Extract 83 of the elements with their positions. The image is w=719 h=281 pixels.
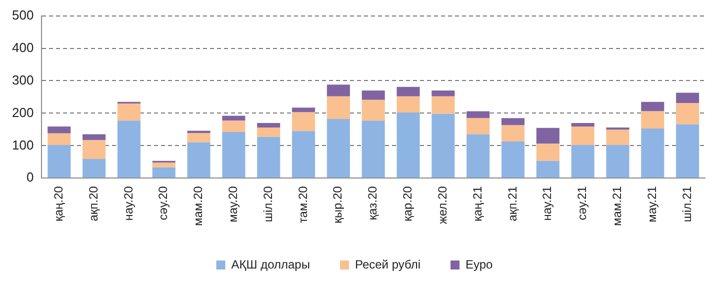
x-tick-label: қыр.20 — [330, 186, 345, 224]
bar — [222, 116, 246, 121]
x-tick-label: мау.20 — [226, 186, 240, 222]
bar — [536, 144, 560, 161]
x-tick-label: сәу.21 — [575, 186, 590, 220]
y-tick-label: 100 — [12, 137, 34, 152]
bar — [257, 122, 280, 128]
x-tick-label: шіл.20 — [260, 186, 275, 222]
bar — [432, 96, 455, 114]
legend-label: Еуро — [466, 257, 494, 272]
bar — [606, 145, 630, 178]
x-tick-label: қаң.20 — [51, 186, 66, 222]
x-tick-label: ақп.20 — [86, 186, 100, 222]
bar — [396, 112, 420, 178]
bar — [396, 86, 420, 96]
x-tick-label: там.20 — [296, 186, 310, 224]
bar — [501, 141, 525, 178]
bar — [571, 122, 594, 127]
y-tick-label: 500 — [12, 7, 34, 22]
bar — [501, 118, 525, 126]
x-tick-label: қаң.21 — [470, 186, 484, 222]
legend-label: Ресей рублі — [354, 257, 421, 272]
bar — [292, 108, 316, 112]
bar — [501, 125, 525, 142]
bar — [257, 127, 280, 137]
bar — [641, 111, 664, 128]
bar — [326, 84, 350, 96]
y-tick-label: 300 — [12, 72, 34, 88]
bar — [362, 100, 385, 121]
bar — [606, 130, 630, 146]
x-tick-label: қаз.20 — [366, 186, 380, 220]
bar — [362, 90, 385, 100]
bar — [152, 167, 176, 178]
x-tick-label: шіл.21 — [680, 186, 694, 222]
bar — [48, 126, 71, 134]
bar — [571, 145, 594, 178]
bar — [257, 136, 280, 178]
bar — [117, 103, 140, 121]
bar — [82, 140, 106, 159]
y-tick-label: 200 — [12, 104, 34, 120]
x-tick-label: қар.20 — [400, 186, 415, 222]
bar — [641, 128, 664, 178]
bar — [292, 112, 316, 132]
bar — [466, 111, 490, 118]
bar — [222, 120, 246, 132]
bar — [187, 133, 210, 142]
x-tick-label: мам.20 — [191, 186, 206, 226]
bar — [571, 126, 594, 146]
y-tick-label: 0 — [26, 170, 34, 185]
bar — [82, 134, 106, 140]
x-tick-label: ақп.21 — [505, 186, 520, 222]
bar — [326, 96, 350, 120]
bar — [466, 118, 490, 134]
bar — [676, 124, 700, 178]
bar — [48, 145, 71, 178]
bar — [292, 131, 316, 178]
bar — [536, 128, 560, 144]
bar — [48, 133, 71, 146]
bar — [536, 160, 560, 178]
y-tick-label: 400 — [12, 40, 34, 55]
bar — [187, 130, 210, 134]
legend-label: АҚШ доллары — [231, 257, 310, 272]
bar — [396, 96, 420, 113]
x-tick-label: сәу.20 — [156, 186, 170, 220]
bar — [466, 134, 490, 178]
x-tick-label: нау.21 — [540, 186, 554, 221]
x-tick-label: мам.21 — [610, 186, 624, 226]
x-tick-label: мау.21 — [644, 186, 659, 222]
bar — [117, 120, 140, 178]
x-tick-label: жел.20 — [435, 186, 450, 224]
bar — [152, 162, 176, 168]
x-tick-label: нау.20 — [121, 186, 136, 221]
bar — [82, 158, 106, 178]
bar — [676, 103, 700, 124]
bar — [676, 92, 700, 104]
bar — [641, 102, 664, 112]
bar — [606, 127, 630, 130]
bar — [187, 142, 210, 178]
bar — [432, 90, 455, 96]
bar — [326, 119, 350, 178]
bar — [432, 114, 455, 178]
bar — [362, 120, 385, 178]
bar — [222, 132, 246, 178]
